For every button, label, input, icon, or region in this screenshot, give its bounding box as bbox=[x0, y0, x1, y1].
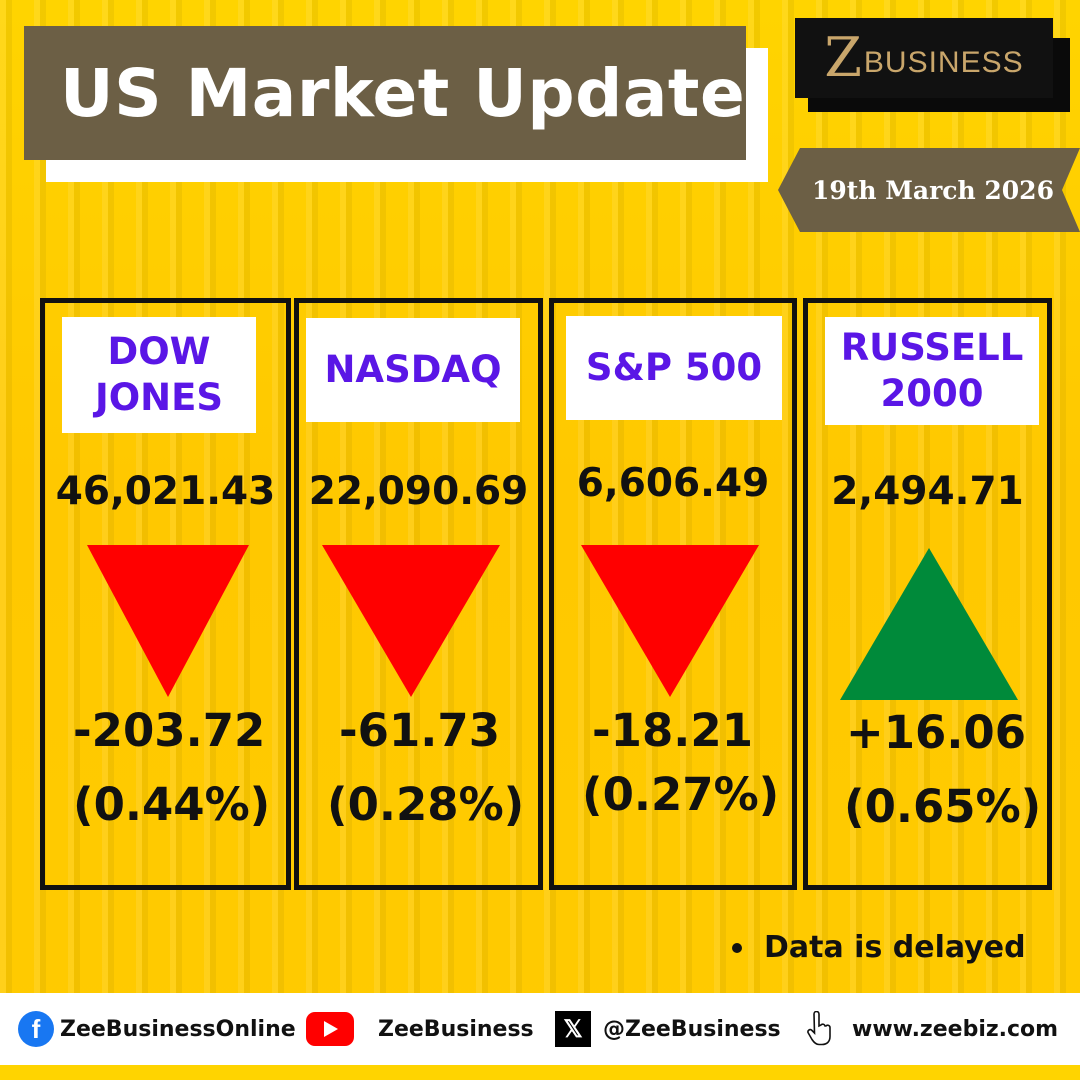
index-percent: (0.27%) bbox=[582, 768, 780, 821]
up-arrow-icon bbox=[840, 548, 1018, 700]
index-name: RUSSELL 2000 bbox=[825, 317, 1039, 425]
youtube-icon bbox=[306, 1012, 354, 1046]
website-link[interactable]: www.zeebiz.com bbox=[806, 993, 1058, 1065]
facebook-handle: ZeeBusinessOnline bbox=[60, 1016, 296, 1042]
facebook-icon: f bbox=[18, 1011, 54, 1047]
zee-business-logo: Z BUSINESS bbox=[795, 18, 1053, 98]
x-link[interactable]: 𝕏 @ZeeBusiness bbox=[555, 993, 781, 1065]
youtube-link[interactable]: ZeeBusiness bbox=[306, 993, 534, 1065]
index-card-nasdaq: NASDAQ 22,090.69 -61.73 (0.28%) bbox=[294, 298, 543, 890]
title-banner: US Market Update bbox=[24, 26, 746, 160]
x-icon: 𝕏 bbox=[555, 1011, 591, 1047]
pointer-hand-icon bbox=[807, 1011, 831, 1046]
index-value: 22,090.69 bbox=[308, 469, 529, 514]
index-card-sp500: S&P 500 6,606.49 -18.21 (0.27%) bbox=[549, 298, 797, 890]
footer-bar: f ZeeBusinessOnline ZeeBusiness 𝕏 @ZeeBu… bbox=[0, 993, 1080, 1065]
website-url: www.zeebiz.com bbox=[852, 1016, 1059, 1042]
youtube-handle: ZeeBusiness bbox=[378, 1016, 534, 1042]
index-name: NASDAQ bbox=[306, 318, 520, 422]
facebook-link[interactable]: f ZeeBusinessOnline bbox=[18, 993, 296, 1065]
index-percent: (0.44%) bbox=[73, 778, 271, 831]
down-arrow-icon bbox=[87, 545, 249, 697]
logo-mark: Z bbox=[824, 26, 862, 89]
index-value: 2,494.71 bbox=[831, 469, 1024, 514]
index-card-russell-2000: RUSSELL 2000 2,494.71 +16.06 (0.65%) bbox=[803, 298, 1052, 890]
bullet-icon bbox=[732, 942, 742, 953]
down-arrow-icon bbox=[581, 545, 759, 697]
date-label: 19th March 2026 bbox=[812, 175, 1054, 205]
down-arrow-icon bbox=[322, 545, 500, 697]
note-text: Data is delayed bbox=[764, 930, 1026, 965]
index-change: -203.72 bbox=[73, 704, 266, 757]
index-change: -61.73 bbox=[339, 704, 501, 757]
page-title: US Market Update bbox=[60, 54, 746, 132]
index-percent: (0.65%) bbox=[844, 780, 1042, 833]
index-percent: (0.28%) bbox=[327, 778, 525, 831]
x-handle: @ZeeBusiness bbox=[603, 1016, 781, 1042]
index-change: -18.21 bbox=[592, 704, 754, 757]
index-name: DOW JONES bbox=[62, 317, 256, 433]
footer-strip bbox=[0, 1065, 1080, 1080]
index-card-dow-jones: DOW JONES 46,021.43 -203.72 (0.44%) bbox=[40, 298, 291, 890]
index-change: +16.06 bbox=[846, 706, 1027, 759]
logo-text: BUSINESS bbox=[863, 46, 1024, 79]
index-name: S&P 500 bbox=[566, 316, 782, 420]
data-delayed-note: Data is delayed bbox=[732, 930, 1026, 965]
index-value: 6,606.49 bbox=[576, 461, 770, 506]
date-ribbon: 19th March 2026 bbox=[778, 148, 1080, 232]
index-value: 46,021.43 bbox=[55, 469, 276, 514]
